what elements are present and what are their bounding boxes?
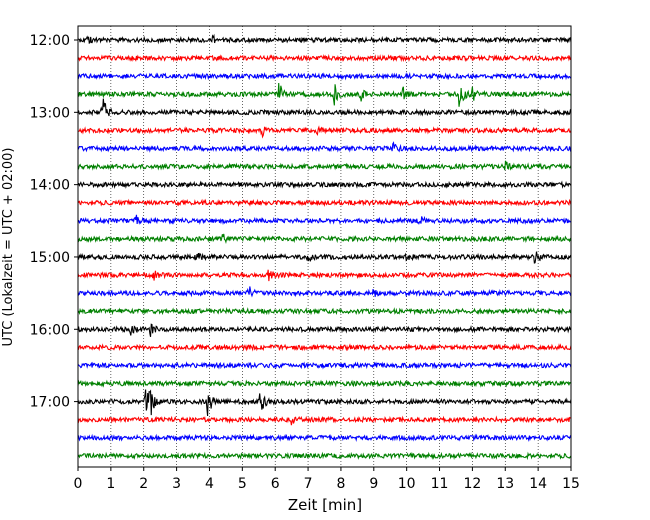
seismogram-traces [77,33,572,461]
x-tick-label: 9 [369,476,378,492]
seismogram-trace-12 [77,251,572,264]
seismogram-trace-19 [77,379,572,388]
y-tick-label: 12:00 [30,33,70,49]
x-tick-label: 5 [238,476,247,492]
x-axis-label: Zeit [min] [288,496,362,514]
seismogram-trace-4 [77,98,572,117]
x-tick-label: 7 [304,476,313,492]
seismogram-trace-20 [77,389,572,417]
seismogram-trace-13 [77,269,572,282]
seismogram-trace-0 [77,33,572,45]
seismogram-trace-23 [77,451,572,461]
seismogram-trace-6 [77,141,572,153]
y-axis-label: UTC (Lokalzeit = UTC + 02:00) [1,148,16,347]
seismogram-trace-16 [77,323,572,337]
x-tick-label: 14 [529,476,547,492]
x-tick-label: 15 [562,476,580,492]
seismogram-trace-14 [77,286,572,298]
x-tick-label: 3 [172,476,181,492]
seismogram-trace-3 [77,82,572,107]
x-tick-label: 12 [463,476,481,492]
y-tick-label: 16:00 [30,322,70,338]
seismogram-trace-2 [77,71,572,81]
seismogram-trace-11 [77,233,572,245]
y-axis-ticks: 12:00 13:00 14:00 15:00 16:00 17:00 [30,33,78,411]
seismogram-trace-10 [77,214,572,226]
x-tick-label: 6 [271,476,280,492]
seismogram-trace-5 [77,125,572,139]
seismogram-trace-17 [77,343,572,352]
seismogram-trace-15 [77,306,572,316]
x-tick-label: 2 [139,476,148,492]
seismogram-trace-1 [77,53,572,63]
y-tick-label: 13:00 [30,105,70,121]
x-tick-label: 8 [336,476,345,492]
seismogram-trace-9 [77,198,572,207]
seismogram-trace-18 [77,361,572,370]
seismogram-trace-22 [77,433,572,443]
seismogram-trace-21 [77,415,572,426]
seismogram-trace-7 [77,160,572,171]
x-tick-label: 0 [74,476,83,492]
x-axis-ticks: 0 1 2 3 4 5 6 7 8 9 10 11 12 13 14 15 [74,467,580,492]
y-tick-label: 14:00 [30,178,70,194]
y-tick-label: 17:00 [30,395,70,411]
x-tick-label: 11 [431,476,449,492]
y-tick-label: 15:00 [30,250,70,266]
x-tick-label: 1 [106,476,115,492]
seismogram-trace-8 [77,180,572,189]
x-tick-label: 13 [496,476,514,492]
x-tick-label: 4 [205,476,214,492]
x-tick-label: 10 [398,476,416,492]
plot-frame [77,25,572,468]
